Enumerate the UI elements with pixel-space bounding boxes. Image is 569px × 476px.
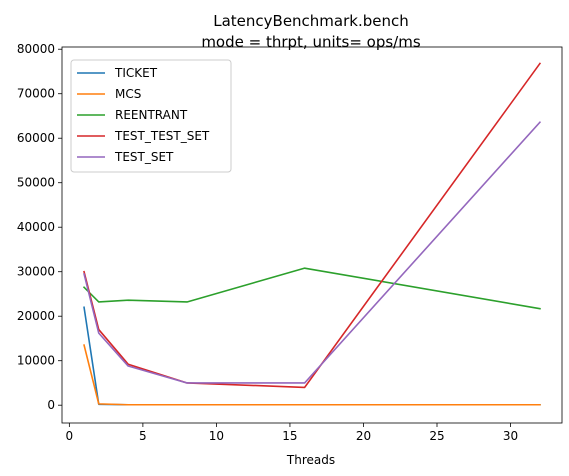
legend-label-test-test-set: TEST_TEST_SET [114,129,210,143]
x-tick-label: 0 [66,429,74,443]
legend-label-test-set: TEST_SET [114,150,174,164]
x-tick-label: 15 [282,429,297,443]
series-line-ticket [83,306,541,406]
series-line-reentrant [82,267,541,310]
y-tick-label: 10000 [17,354,55,368]
y-tick-label: 50000 [17,176,55,190]
legend: TICKET MCS REENTRANT TEST_TEST_SET TEST_SET [70,59,232,173]
series-line-mcs [83,344,541,406]
legend-box [70,59,232,173]
legend-label-reentrant: REENTRANT [115,108,188,122]
y-tick-label: 20000 [17,309,55,323]
series-line-test-set [83,121,542,384]
y-tick-label: 80000 [17,42,55,56]
x-tick-label: 10 [209,429,224,443]
plot-frame [61,46,563,424]
x-tick-label: 30 [503,429,518,443]
x-tick-label: 25 [429,429,444,443]
x-tick-label: 5 [139,429,147,443]
chart-title-line1: LatencyBenchmark.bench [213,12,409,30]
chart-title-line2: mode = thrpt, units= ops/ms [201,33,421,51]
y-tick-label: 60000 [17,131,55,145]
legend-label-ticket: TICKET [114,66,158,80]
series-line-test-test-set [83,62,542,389]
x-axis-label: Threads [286,453,335,467]
y-tick-label: 70000 [17,87,55,101]
x-tick-label: 20 [356,429,371,443]
legend-label-mcs: MCS [115,87,141,101]
y-tick-label: 40000 [17,220,55,234]
plot-area: 0 5 10 15 20 25 30 0 10000 20000 30000 40000 50000 60… [17,42,563,443]
y-tick-label: 0 [47,398,55,412]
y-tick-label: 30000 [17,265,55,279]
